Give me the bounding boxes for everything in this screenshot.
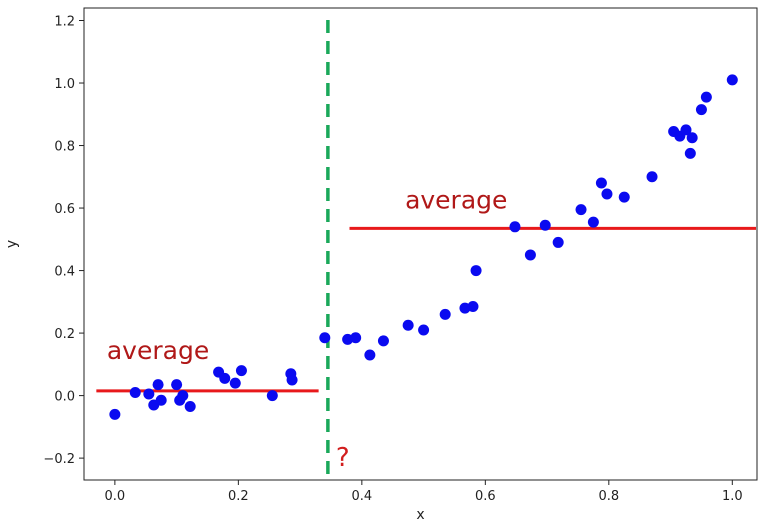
data-point [726,74,738,86]
average-label: average [107,336,209,365]
data-point [509,221,521,233]
data-point [467,301,479,313]
data-point [470,265,482,277]
data-point [700,91,712,103]
data-point [229,377,241,389]
data-point [286,374,298,386]
data-point [350,332,362,344]
y-tick-label: 0.8 [54,140,75,155]
data-point [601,188,613,200]
y-tick-label: 1.2 [54,15,75,30]
x-tick-label: 1.0 [722,489,743,504]
data-point [686,132,698,144]
x-tick-label: 0.4 [352,489,373,504]
data-point [377,335,389,347]
y-tick-label: 1.0 [54,77,75,92]
x-axis-label: x [416,507,424,523]
data-point [418,324,430,336]
data-points [109,74,738,420]
y-axis: −0.2 0.0 0.2 0.4 0.6 0.8 1.0 1.2 [43,15,84,467]
x-tick-label: 0.8 [598,489,619,504]
y-tick-label: 0.2 [54,327,75,342]
data-point [184,401,196,413]
x-tick-label: 0.0 [105,489,126,504]
data-point [552,236,564,248]
y-tick-label: −0.2 [43,452,75,467]
data-point [152,379,164,391]
data-point [143,388,155,400]
plot-frame [83,7,758,481]
data-point [695,104,707,116]
data-point [439,308,451,320]
average-labels: average average [107,185,508,365]
data-point [402,319,414,331]
data-point [319,332,331,344]
data-point [680,124,692,136]
y-tick-label: 0.4 [54,265,75,280]
data-point [684,147,696,159]
data-point [646,171,658,183]
x-tick-label: 0.6 [475,489,496,504]
average-lines [96,226,756,393]
data-point [595,177,607,189]
data-point [177,390,189,402]
data-point [109,408,121,420]
data-point [219,372,231,384]
data-point [155,394,167,406]
data-point [364,349,376,361]
data-point [524,249,536,261]
data-point [618,191,630,203]
data-point [129,386,141,398]
split-question-mark: ? [336,443,350,473]
y-axis-label: y [4,240,20,248]
data-point [575,204,587,216]
x-axis: 0.0 0.2 0.4 0.6 0.8 1.0 [105,480,743,504]
data-point [266,390,278,402]
x-tick-label: 0.2 [228,489,249,504]
y-tick-label: 0.0 [54,390,75,405]
data-point [235,365,247,377]
data-point [539,219,551,231]
data-point [587,216,599,228]
data-point [171,379,183,391]
average-label: average [405,185,507,214]
y-tick-label: 0.6 [54,202,75,217]
